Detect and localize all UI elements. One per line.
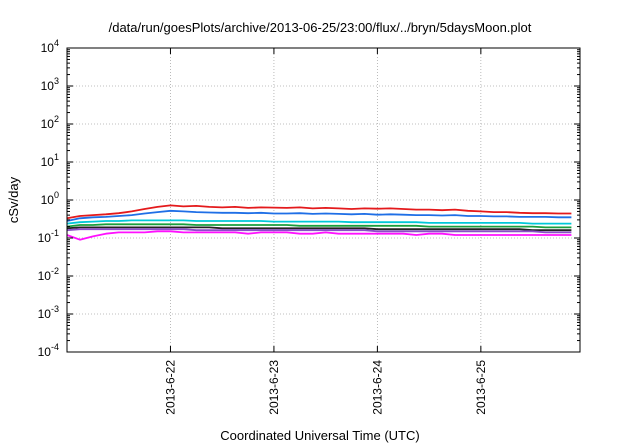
series-line-6: [66, 228, 572, 234]
series-line-5: [66, 226, 572, 232]
x-tick-label: 2013-6-25: [474, 360, 488, 415]
plot-frame: [66, 47, 581, 353]
x-tick-label: 2013-6-23: [267, 360, 281, 415]
y-tick-label: 10-3: [38, 304, 59, 321]
x-axis-label: Coordinated Universal Time (UTC): [220, 428, 420, 443]
series-line-3: [66, 219, 572, 225]
series-line-1: [66, 204, 572, 220]
series-line-4: [66, 223, 572, 229]
y-tick-label: 10-4: [38, 342, 59, 359]
y-tick-label: 10-1: [38, 228, 59, 245]
series-line-7: [66, 230, 572, 241]
y-tick-label: 103: [41, 76, 59, 93]
y-axis-ticks: 10-4 10-3 10-2 10-1 100 101 102 103 104: [38, 38, 580, 359]
x-axis-ticks: 2013-6-22 2013-6-23 2013-6-24 2013-6-25: [163, 48, 488, 415]
y-tick-label: 100: [41, 190, 59, 207]
x-tick-label: 2013-6-22: [163, 360, 177, 415]
y-tick-label: 102: [41, 114, 59, 131]
chart-title: /data/run/goesPlots/archive/2013-06-25/2…: [108, 20, 532, 35]
x-tick-label: 2013-6-24: [370, 360, 384, 415]
grid-lines: [67, 48, 580, 352]
y-tick-label: 104: [41, 38, 59, 55]
y-axis-label: cSv/day: [6, 176, 21, 223]
y-tick-label: 10-2: [38, 266, 59, 283]
y-tick-label: 101: [41, 152, 59, 169]
series-lines: [66, 204, 572, 241]
series-line-2: [66, 209, 572, 222]
